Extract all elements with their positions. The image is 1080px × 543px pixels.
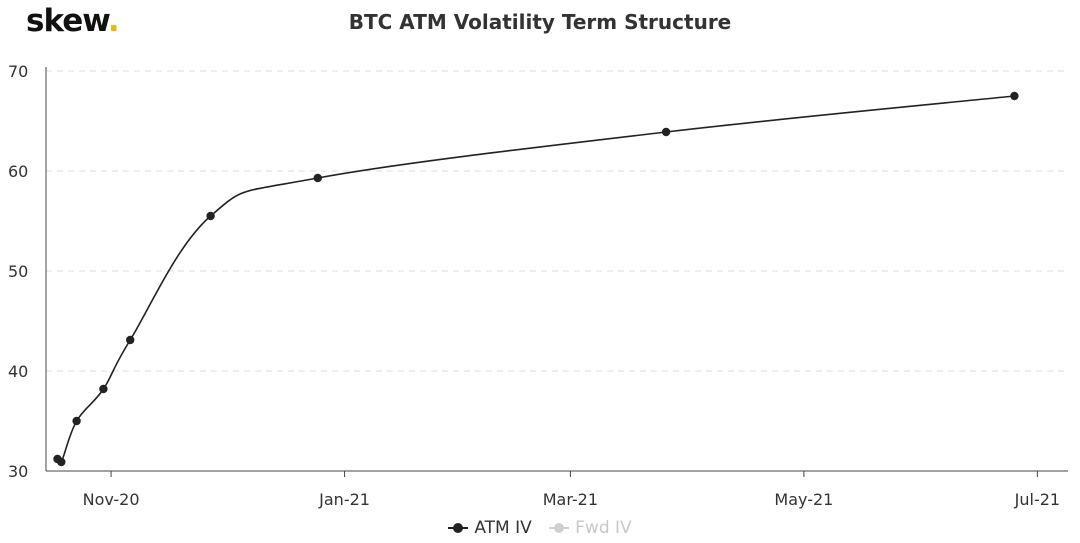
legend-label-fwd-iv: Fwd IV xyxy=(575,518,632,538)
y-tick-label: 50 xyxy=(8,262,28,281)
chart-title: BTC ATM Volatility Term Structure xyxy=(348,10,732,34)
data-point-atm-iv xyxy=(1010,91,1019,101)
data-point-atm-iv xyxy=(313,173,322,183)
y-tick-label: 60 xyxy=(8,162,28,181)
legend-marker-icon xyxy=(549,523,570,533)
y-tick-label: 40 xyxy=(8,362,28,381)
legend-item-fwd-iv[interactable]: Fwd IV xyxy=(549,518,632,538)
legend-item-atm-iv[interactable]: ATM IV xyxy=(448,518,532,538)
logo-dot: . xyxy=(107,3,120,39)
x-tick-label: Mar-21 xyxy=(543,490,598,509)
x-tick-label: Nov-20 xyxy=(83,490,140,509)
data-point-atm-iv xyxy=(99,384,108,394)
legend-label-atm-iv: ATM IV xyxy=(474,518,532,538)
data-point-atm-iv xyxy=(206,211,215,221)
data-point-atm-iv xyxy=(72,416,81,426)
data-point-atm-iv xyxy=(126,335,135,345)
data-point-atm-iv xyxy=(661,127,671,137)
skew-logo: skew. xyxy=(26,3,120,39)
x-tick-label: Jul-21 xyxy=(1014,490,1060,509)
chart-legend: ATM IV Fwd IV xyxy=(0,518,1080,538)
y-tick-label: 30 xyxy=(8,462,28,481)
logo-text: skew xyxy=(26,3,109,39)
x-tick-label: May-21 xyxy=(774,490,833,509)
y-tick-label: 70 xyxy=(8,62,28,81)
series-line-atm-iv xyxy=(56,95,1015,466)
legend-marker-icon xyxy=(448,523,469,533)
data-point-atm-iv xyxy=(57,457,66,467)
x-tick-label: Jan-21 xyxy=(318,490,370,509)
